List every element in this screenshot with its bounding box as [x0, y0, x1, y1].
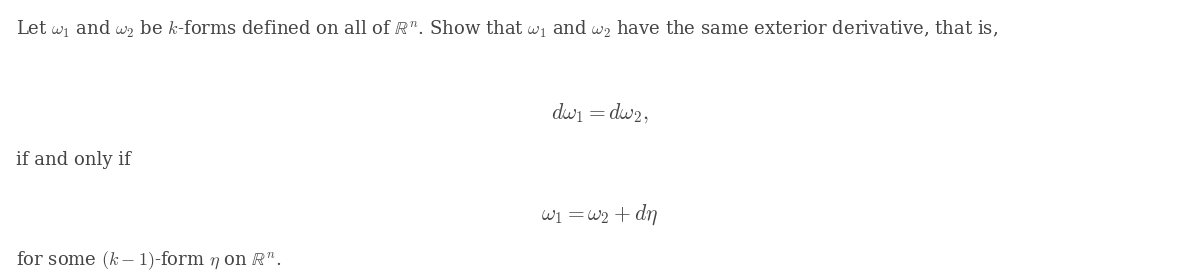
Text: Let $\omega_1$ and $\omega_2$ be $k$-forms defined on all of $\mathbb{R}^n$. Sho: Let $\omega_1$ and $\omega_2$ be $k$-for… [16, 19, 997, 40]
Text: $d\omega_1 = d\omega_2,$: $d\omega_1 = d\omega_2,$ [551, 101, 649, 125]
Text: $\omega_1 = \omega_2 + d\eta$: $\omega_1 = \omega_2 + d\eta$ [541, 202, 659, 227]
Text: for some $(k - 1)$-form $\eta$ on $\mathbb{R}^n$.: for some $(k - 1)$-form $\eta$ on $\math… [16, 249, 281, 272]
Text: if and only if: if and only if [16, 151, 131, 169]
